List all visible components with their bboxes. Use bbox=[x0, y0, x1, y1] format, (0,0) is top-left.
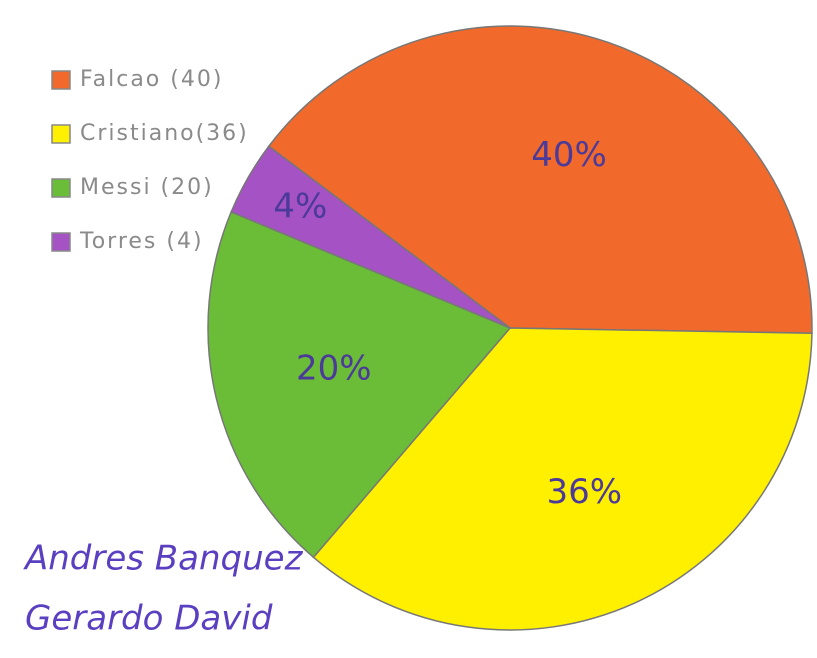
pie-slice bbox=[230, 145, 511, 329]
legend-swatch bbox=[51, 124, 71, 144]
value-label: 40% bbox=[531, 135, 607, 175]
value-label: 36% bbox=[546, 472, 622, 512]
legend-label: Torres (4) bbox=[79, 229, 204, 254]
legend-swatch bbox=[51, 232, 71, 252]
legend-label: Cristiano(36) bbox=[80, 121, 249, 146]
pie-slice bbox=[267, 25, 813, 335]
legend-label: Falcao (40) bbox=[80, 67, 223, 92]
legend-swatch bbox=[51, 70, 71, 90]
legend-swatch bbox=[51, 178, 71, 198]
author: Andres Banquez bbox=[23, 539, 304, 579]
legend-label: Messi (20) bbox=[80, 175, 214, 200]
pie-slice bbox=[312, 327, 813, 631]
value-label: 4% bbox=[273, 186, 327, 226]
value-label: 20% bbox=[296, 348, 372, 388]
author: Gerardo David bbox=[25, 599, 273, 639]
pie-slice bbox=[207, 210, 512, 559]
